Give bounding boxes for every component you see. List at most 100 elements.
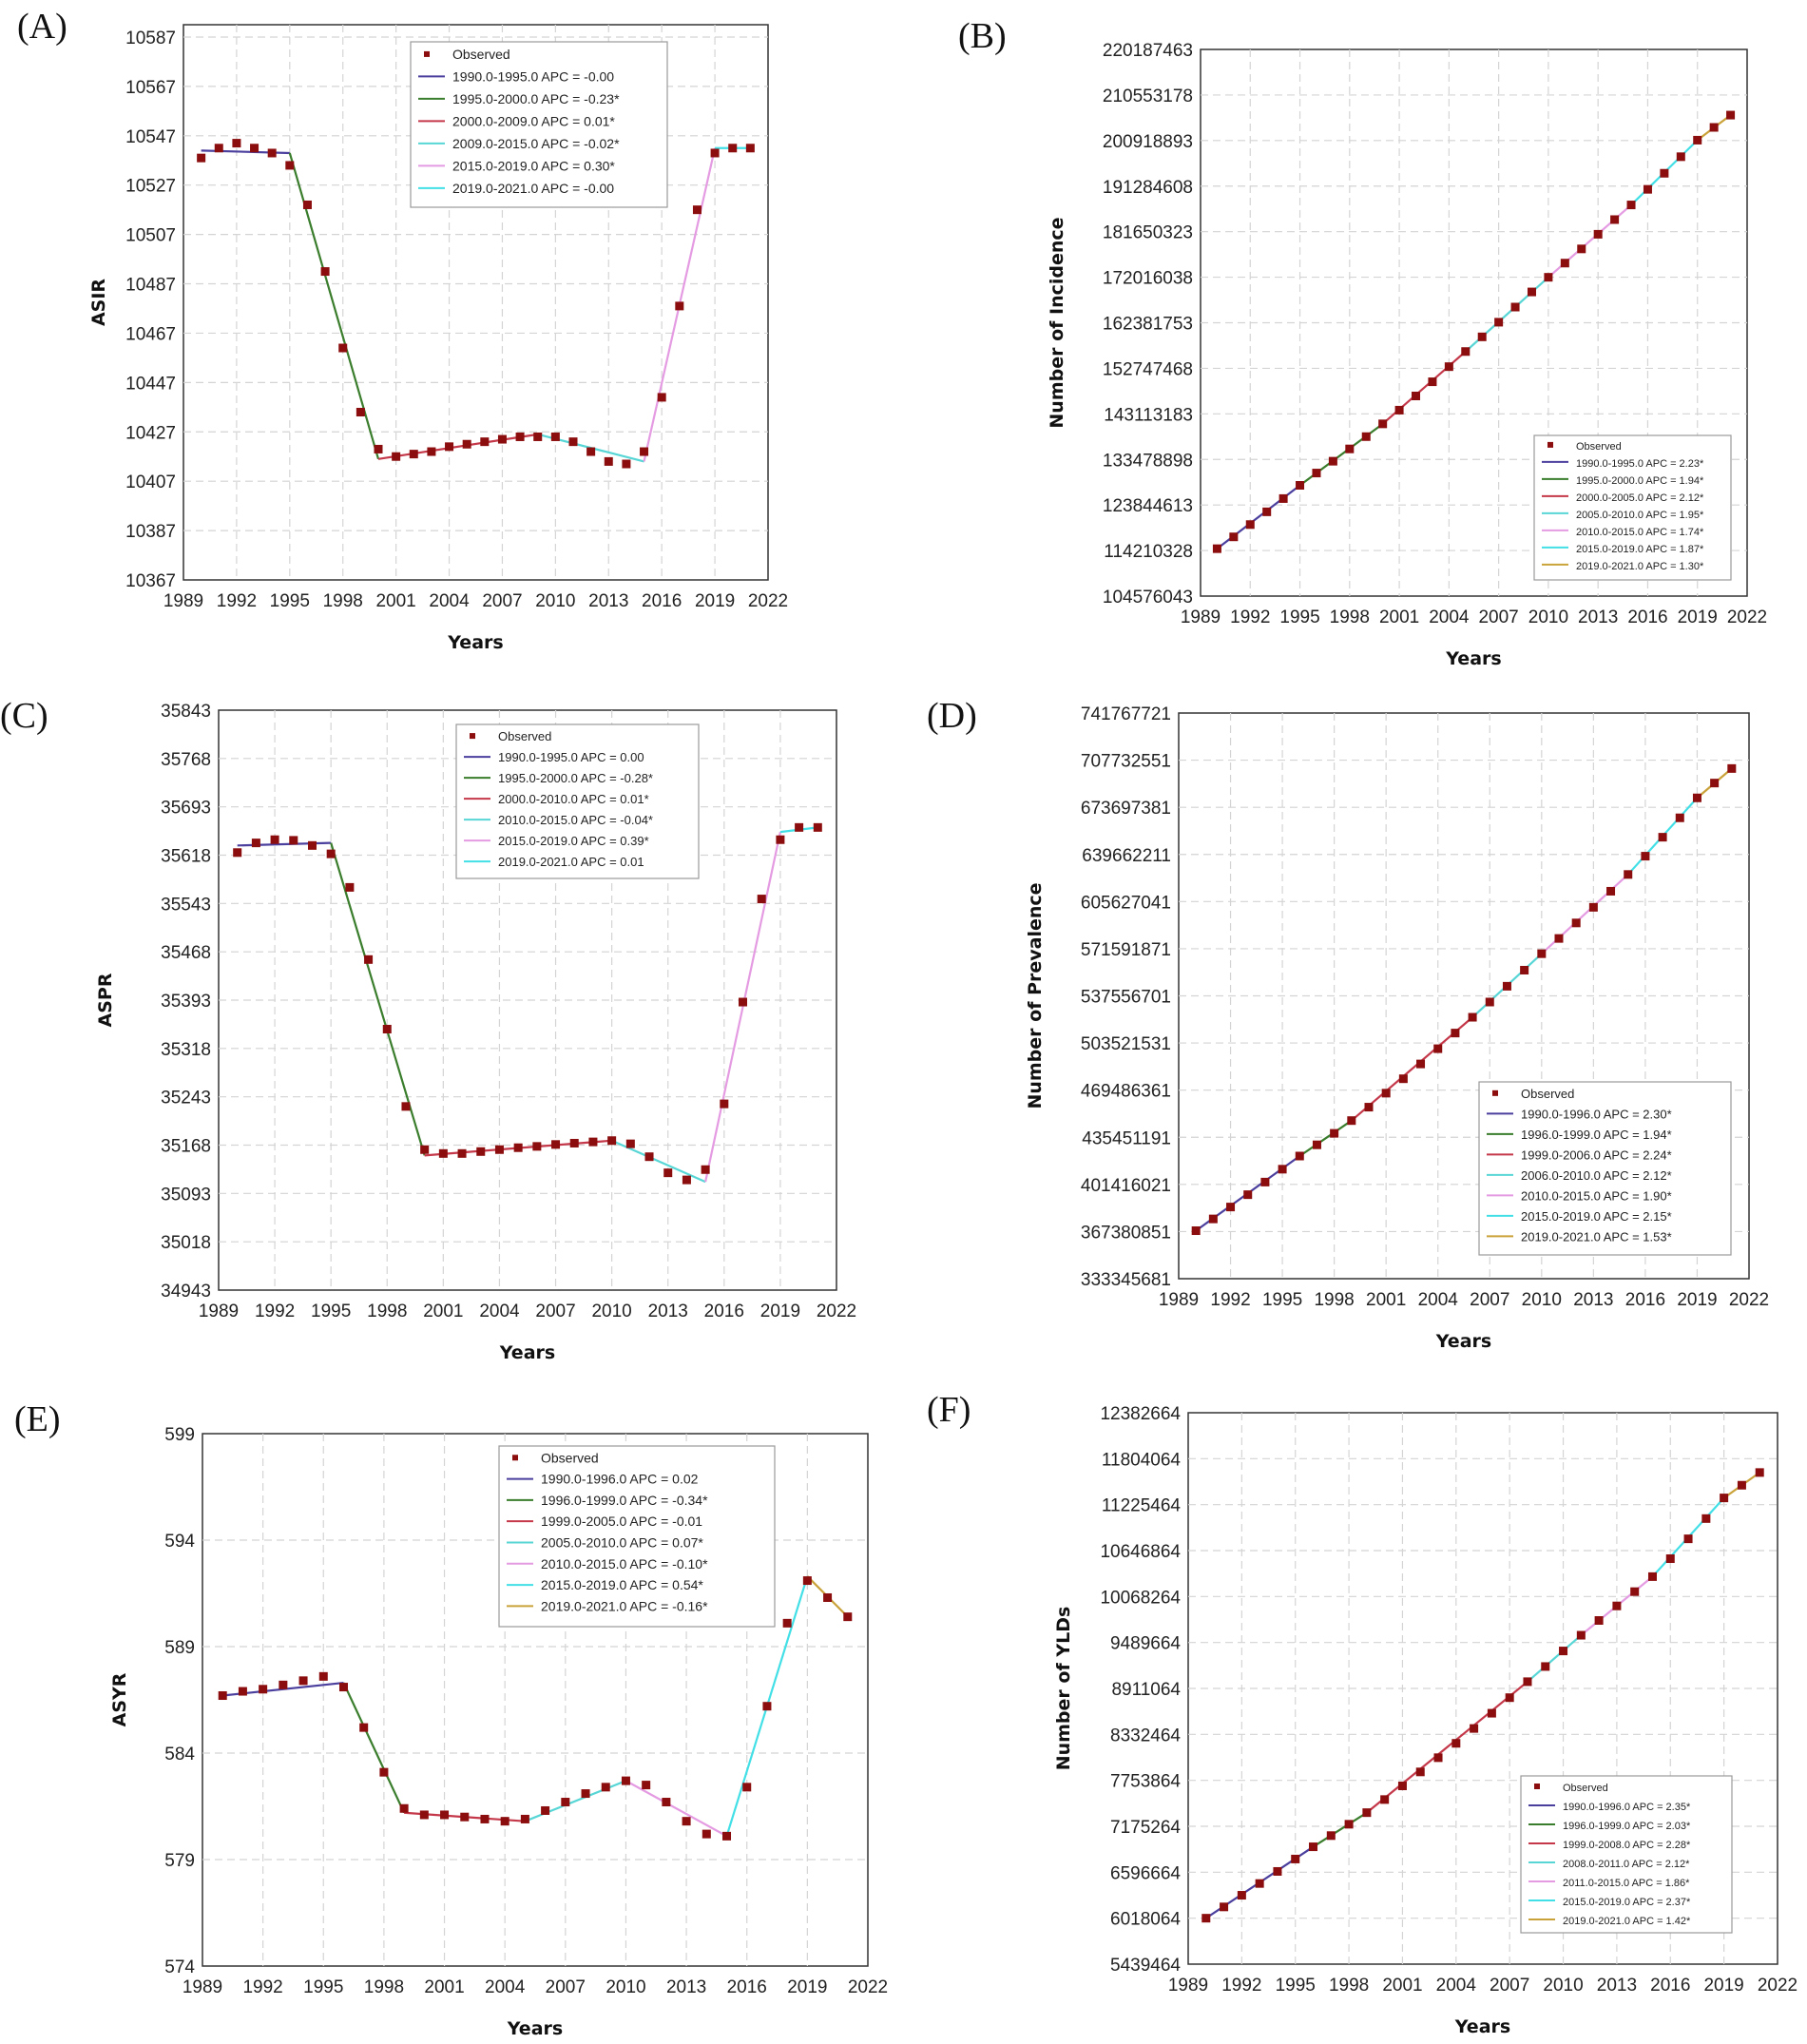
y-tick-label: 10387: [125, 522, 176, 542]
y-tick-label: 367380851: [1081, 1223, 1171, 1243]
y-tick-label: 594: [164, 1532, 195, 1552]
trend-segment-1: [1312, 1811, 1368, 1848]
y-tick-label: 35243: [161, 1089, 211, 1109]
observed-point: [218, 1691, 227, 1701]
observed-point: [702, 1829, 711, 1839]
trend-segment-4: [625, 1780, 728, 1838]
observed-point: [621, 1776, 630, 1785]
x-tick-label: 2013: [648, 1302, 688, 1321]
observed-point: [1505, 1693, 1514, 1703]
observed-point: [1710, 779, 1720, 788]
x-tick-label: 2019: [1678, 607, 1718, 627]
observed-point: [742, 1783, 752, 1792]
observed-point: [1485, 997, 1494, 1007]
y-tick-label: 639662211: [1082, 846, 1171, 866]
observed-point: [1577, 244, 1586, 254]
observed-point: [1468, 1012, 1477, 1022]
observed-point: [233, 848, 242, 858]
observed-point: [1461, 347, 1471, 357]
observed-point: [1381, 1089, 1391, 1098]
observed-point: [1560, 259, 1569, 268]
legend-entry: 1995.0-2000.0 APC = -0.28*: [498, 771, 653, 785]
legend-entry: 2019.0-2021.0 APC = 0.01: [498, 855, 644, 869]
observed-point: [762, 1702, 772, 1711]
y-tick-label: 707732551: [1081, 752, 1171, 772]
x-tick-label: 2010: [591, 1302, 631, 1321]
x-tick-label: 2013: [1573, 1290, 1613, 1310]
observed-point: [682, 1175, 691, 1185]
legend-entry: 1990.0-1996.0 APC = 0.02: [541, 1472, 699, 1487]
x-tick-label: 2013: [666, 1977, 706, 1997]
legend: [1478, 1081, 1732, 1256]
y-tick-label: 333345681: [1081, 1270, 1171, 1290]
x-tick-label: 1995: [303, 1977, 343, 1997]
observed-point: [663, 1168, 673, 1178]
trend-segment-1: [1298, 1119, 1353, 1157]
x-tick-label: 1995: [1262, 1290, 1302, 1310]
legend-entry: 2015.0-2019.0 APC = 2.37*: [1563, 1897, 1691, 1908]
y-tick-label: 133478898: [1103, 451, 1193, 471]
y-tick-label: 10646864: [1100, 1542, 1181, 1562]
observed-point: [1709, 123, 1719, 132]
y-tick-label: 35393: [161, 992, 211, 1012]
y-tick-label: 7175264: [1110, 1818, 1181, 1838]
observed-point: [1683, 1534, 1693, 1544]
y-axis-title: Number of Prevalence: [1025, 882, 1046, 1109]
x-tick-label: 2007: [1490, 1976, 1529, 1996]
observed-point: [1237, 1891, 1246, 1900]
observed-point: [250, 144, 260, 153]
observed-point: [1444, 362, 1453, 372]
y-tick-label: 10447: [125, 374, 176, 394]
y-tick-label: 35618: [161, 847, 211, 867]
observed-point: [1364, 1103, 1374, 1112]
observed-point: [480, 1814, 490, 1823]
y-tick-label: 10427: [125, 423, 176, 443]
legend-entry: 2005.0-2010.0 APC = 1.95*: [1576, 510, 1704, 521]
legend-entry: 1990.0-1995.0 APC = -0.00: [452, 68, 614, 84]
observed-point: [259, 1685, 268, 1694]
observed-point: [1273, 1866, 1282, 1876]
y-tick-label: 35093: [161, 1185, 211, 1205]
legend-entry: 1990.0-1996.0 APC = 2.35*: [1563, 1802, 1691, 1813]
observed-point: [1610, 215, 1620, 224]
y-tick-label: 9489664: [1110, 1634, 1181, 1654]
observed-point: [601, 1783, 610, 1792]
observed-point: [279, 1680, 288, 1689]
y-tick-label: 599: [164, 1425, 195, 1445]
observed-point: [802, 1576, 812, 1586]
observed-point: [440, 1810, 450, 1820]
observed-point: [1243, 1190, 1253, 1200]
observed-point: [392, 452, 401, 461]
legend-entry: 2015.0-2019.0 APC = 0.39*: [498, 834, 649, 848]
observed-point: [1606, 886, 1616, 896]
y-axis-title: Number of Incidence: [1047, 217, 1067, 428]
observed-point: [1191, 1226, 1201, 1236]
observed-point: [843, 1612, 853, 1622]
x-tick-label: 2022: [817, 1302, 856, 1321]
observed-point: [338, 1683, 348, 1692]
observed-point: [267, 148, 277, 158]
observed-point: [782, 1618, 792, 1628]
x-tick-label: 1992: [217, 591, 257, 611]
observed-point: [1347, 1116, 1356, 1126]
y-tick-label: 35543: [161, 895, 211, 915]
legend: [1520, 1775, 1733, 1934]
observed-point: [1428, 377, 1437, 387]
x-tick-label: 2019: [1677, 1290, 1717, 1310]
trend-segment-3: [1527, 1634, 1583, 1683]
y-tick-label: 469486361: [1081, 1082, 1171, 1102]
observed-point: [1520, 965, 1529, 974]
legend-entry: 2010.0-2015.0 APC = -0.04*: [498, 813, 653, 827]
observed-point: [270, 835, 279, 844]
y-tick-label: 10367: [125, 571, 176, 591]
observed-point: [604, 456, 613, 466]
y-tick-label: 10068264: [1100, 1588, 1181, 1608]
y-tick-label: 8911064: [1111, 1680, 1181, 1700]
observed-point: [720, 1099, 729, 1109]
x-tick-label: 1992: [1230, 607, 1270, 627]
legend-entry: 2006.0-2010.0 APC = 2.12*: [1521, 1168, 1672, 1183]
x-tick-label: 2013: [1578, 607, 1618, 627]
y-tick-label: 35168: [161, 1137, 211, 1157]
observed-point: [533, 432, 543, 441]
x-tick-label: 2016: [1650, 1976, 1690, 1996]
